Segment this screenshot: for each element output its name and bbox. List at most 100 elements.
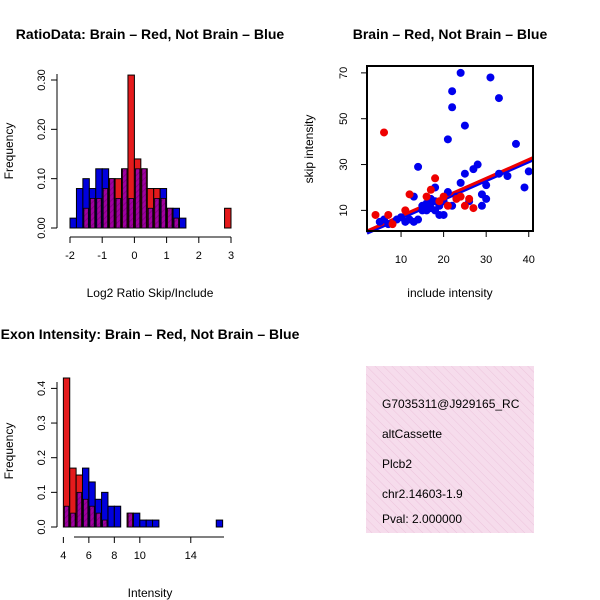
hist-bar-2-12 [132, 512, 141, 528]
genomic-location: chr2.14603-1.9 [382, 487, 463, 501]
y-tick-label-2-3: 0.3 [36, 415, 48, 430]
scatter-y-ticks: 10 30 50 70 [338, 67, 367, 217]
scatter-point-1-13 [456, 192, 465, 201]
hist-overlap-0-3 [89, 197, 96, 229]
scatter-point-1-1 [380, 128, 389, 137]
ratio-histogram-bars [69, 74, 232, 229]
hist-overlap-0-10 [134, 168, 141, 229]
hist-overlap-0-2 [83, 207, 89, 229]
intensity-histogram-title: Exon Intensity: Brain – Red, Not Brain –… [1, 326, 300, 342]
scatter-point-1-11 [443, 201, 452, 210]
scatter-title: Brain – Red, Not Brain – Blue [353, 26, 548, 42]
x-tick-label-2-0: 4 [60, 550, 66, 562]
hist-bar-2-13 [139, 519, 147, 528]
scatter-point-0-32 [456, 68, 465, 77]
hist-overlap-2-7 [102, 519, 108, 528]
hist-bar-0-0 [69, 217, 77, 229]
scatter-point-0-44 [494, 169, 503, 178]
scatter-points [371, 68, 533, 229]
ratio-histogram-title: RatioData: Brain – Red, Not Brain – Blue [16, 26, 285, 42]
probe-id: G7035311@J929165_RC [382, 397, 520, 411]
ratio-x-ticks: -2 -1 0 1 2 3 [65, 237, 234, 262]
y-tick-label-2-4: 0.4 [36, 381, 48, 396]
scatter-point-1-14 [460, 201, 469, 210]
scatter-point-1-6 [422, 192, 431, 201]
hist-overlap-0-15 [167, 207, 173, 229]
ratio-x-label: Log2 Ratio Skip/Include [87, 286, 214, 300]
scatter-point-0-43 [494, 94, 503, 103]
hist-overlap-0-6 [109, 178, 115, 229]
scatter-point-0-10 [414, 215, 423, 224]
hist-bar-0-24 [224, 207, 232, 229]
scatter-point-0-27 [443, 135, 452, 144]
scatter-point-1-7 [426, 185, 435, 194]
x-tick-label-2-2: 8 [111, 550, 117, 562]
y-tick-label-2-2: 0.2 [36, 450, 48, 465]
hist-overlap-0-4 [96, 197, 102, 229]
x-tick-label-0-2: 0 [131, 250, 137, 262]
y-tick-label-2-1: 0.1 [36, 485, 48, 500]
scatter-point-1-16 [469, 204, 478, 213]
x-tick-label-0-3: 1 [164, 250, 170, 262]
scatter-point-0-9 [414, 162, 423, 171]
hist-overlap-0-13 [154, 197, 160, 229]
scatter-x-label: include intensity [407, 286, 492, 300]
scatter-point-1-8 [431, 174, 440, 183]
scatter-x-tick-label-0: 10 [395, 254, 407, 266]
scatter-point-0-33 [460, 121, 469, 130]
scatter-y-tick-label-0: 10 [338, 204, 350, 216]
scatter-point-0-23 [439, 210, 448, 219]
scatter-y-tick-label-1: 30 [338, 158, 350, 170]
info-panel: G7035311@J929165_RC altCassette Plcb2 ch… [366, 366, 534, 533]
scatter-x-tick-label-1: 20 [437, 254, 449, 266]
scatter-point-0-37 [473, 160, 482, 169]
hist-overlap-0-5 [102, 188, 109, 229]
scatter-point-0-28 [448, 103, 457, 112]
hist-bar-0-1 [75, 188, 84, 229]
x-tick-label-2-4: 14 [185, 550, 197, 562]
scatter-point-0-41 [482, 194, 491, 203]
x-tick-label-0-5: 3 [228, 250, 234, 262]
info-panel-background [366, 366, 534, 533]
scatter-plot-box [366, 65, 534, 232]
ratio-histogram: RatioData: Brain – Red, Not Brain – Blue… [2, 26, 284, 300]
hist-bar-2-14 [145, 519, 154, 528]
hist-overlap-0-7 [115, 197, 121, 229]
scatter-point-0-42 [486, 73, 495, 82]
hist-overlap-0-16 [173, 217, 179, 229]
scatter-point-0-29 [448, 87, 457, 96]
scatter-point-0-48 [524, 167, 533, 176]
hist-overlap-0-9 [128, 197, 134, 229]
scatter-point-1-15 [465, 194, 474, 203]
hist-bar-2-1 [62, 377, 71, 528]
scatter-point-0-31 [456, 178, 465, 187]
intensity-x-label: Intensity [128, 586, 173, 600]
hist-bar-2-25 [215, 519, 224, 528]
scatter-x-ticks: 10 20 30 40 [395, 231, 535, 266]
hist-bar-2-15 [152, 519, 160, 528]
hist-overlap-2-3 [76, 491, 82, 528]
scatter-point-0-34 [460, 169, 469, 178]
x-tick-label-0-0: -2 [65, 250, 75, 262]
scatter-point-1-10 [439, 192, 448, 201]
intensity-y-label: Frequency [2, 423, 16, 480]
ratio-y-label: Frequency [2, 123, 16, 180]
hist-overlap-0-11 [141, 168, 147, 229]
intensity-x-ticks: 4 6 8 10 14 [60, 537, 197, 562]
scatter-y-label: skip intensity [302, 115, 316, 184]
scatter-point-1-5 [405, 190, 414, 199]
scatter-point-1-4 [401, 206, 410, 215]
hist-overlap-2-11 [127, 512, 133, 528]
x-tick-label-0-4: 2 [196, 250, 202, 262]
intensity-histogram: Exon Intensity: Brain – Red, Not Brain –… [1, 326, 300, 600]
p-value: Pval: 2.000000 [382, 512, 462, 526]
scatter-point-0-47 [520, 183, 529, 192]
scatter-point-0-45 [503, 172, 512, 180]
scatter-point-0-46 [511, 139, 520, 148]
x-tick-label-2-3: 10 [134, 550, 146, 562]
hist-overlap-2-5 [89, 505, 95, 528]
intensity-y-ticks: 0.0 0.1 0.2 0.3 0.4 [36, 381, 57, 535]
y-tick-label-2-0: 0.0 [36, 519, 48, 534]
hist-overlap-2-4 [83, 498, 89, 528]
